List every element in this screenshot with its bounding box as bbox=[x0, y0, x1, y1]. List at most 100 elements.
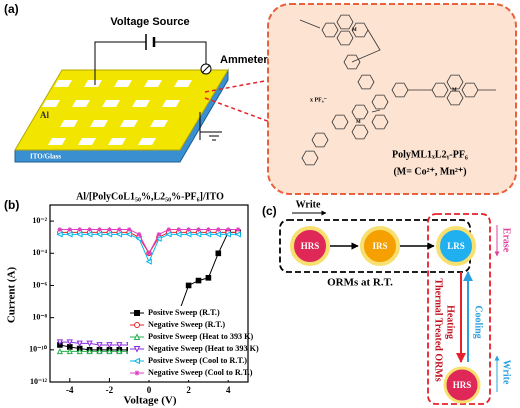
legend-label: Negative Sweep (R.T.) bbox=[148, 320, 225, 329]
data-point bbox=[145, 258, 152, 265]
data-point bbox=[235, 227, 241, 232]
data-point bbox=[67, 227, 73, 232]
chart-title: Al/[PolyCoL1₅₀%,L2₅₀%-PF₆]/ITO bbox=[76, 191, 224, 202]
substrate-label: ITO/Glass bbox=[30, 153, 61, 161]
electrode-pads bbox=[42, 80, 192, 145]
data-point bbox=[125, 231, 132, 238]
data-point bbox=[56, 339, 64, 346]
data-point bbox=[76, 340, 83, 347]
erase-label: Erase bbox=[501, 228, 512, 253]
ammeter-label: Ammeter bbox=[220, 54, 268, 66]
panel-b: (b) Al/[PolyCoL1₅₀%,L2₅₀%-PF₆]/ITO Curre… bbox=[4, 191, 259, 406]
data-point bbox=[86, 340, 93, 347]
panel-label: (c) bbox=[262, 204, 277, 218]
data-point bbox=[96, 347, 103, 355]
data-point bbox=[224, 231, 231, 238]
data-point bbox=[146, 250, 152, 256]
data-point bbox=[117, 227, 122, 232]
data-point bbox=[76, 231, 83, 238]
legend-label: Negative Sweep (Cool to R.T.) bbox=[148, 368, 253, 377]
data-point bbox=[86, 347, 93, 355]
data-point bbox=[206, 227, 211, 232]
data-point bbox=[156, 232, 162, 237]
data-point bbox=[195, 277, 202, 284]
data-point bbox=[116, 347, 123, 355]
svg-text:M: M bbox=[452, 88, 457, 93]
data-point bbox=[136, 232, 142, 237]
state-node bbox=[360, 226, 400, 266]
series-line bbox=[59, 233, 239, 263]
data-point bbox=[204, 231, 212, 238]
state-node bbox=[436, 226, 476, 266]
data-point bbox=[126, 227, 132, 232]
panel-a: (a) Al ITO/Glass Voltage Source Ammeter bbox=[4, 2, 517, 195]
state-node bbox=[290, 226, 330, 266]
data-point bbox=[225, 227, 231, 232]
group-box bbox=[427, 213, 491, 405]
legend-label: Positve Sweep (Heat to 393 K) bbox=[148, 332, 254, 341]
legend-label: Positve Sweep (R.T.) bbox=[148, 308, 220, 317]
state-label: LRS bbox=[447, 241, 465, 251]
legend-marker bbox=[134, 370, 140, 376]
chemical-structure: M M M bbox=[299, 14, 496, 166]
state-label: HRS bbox=[453, 380, 472, 390]
series-line bbox=[59, 231, 239, 255]
data-point bbox=[66, 231, 73, 238]
data-point bbox=[105, 231, 113, 238]
state-node bbox=[443, 366, 481, 404]
data-point bbox=[57, 227, 63, 232]
data-point bbox=[76, 347, 83, 355]
y-tick-label: 10⁻¹⁰ bbox=[29, 345, 48, 354]
metals-label: (M= Co²⁺, Mn²⁺) bbox=[393, 166, 466, 177]
panel-label: (a) bbox=[4, 2, 19, 16]
legend-marker bbox=[134, 322, 141, 328]
data-point bbox=[205, 274, 212, 281]
y-tick-label: 10⁻² bbox=[32, 216, 47, 225]
data-point bbox=[234, 231, 241, 238]
caption: ORMs at R.T. bbox=[327, 277, 393, 289]
state-label: IRS bbox=[372, 241, 387, 251]
y-axis-label: Current (A) bbox=[6, 267, 18, 324]
state-label: HRS bbox=[301, 241, 320, 251]
data-point bbox=[77, 227, 82, 232]
data-point bbox=[97, 227, 102, 232]
callout-line bbox=[204, 97, 271, 123]
data-point bbox=[87, 227, 92, 232]
data-point bbox=[107, 227, 112, 232]
legend-marker bbox=[133, 357, 140, 365]
legend-box bbox=[128, 306, 246, 380]
data-point bbox=[56, 231, 63, 238]
x-axis-label: Voltage (V) bbox=[123, 395, 176, 407]
data-point bbox=[66, 347, 73, 355]
data-point bbox=[216, 227, 221, 232]
series-line bbox=[59, 229, 239, 255]
data-point bbox=[195, 231, 202, 238]
svg-text:M: M bbox=[356, 120, 361, 125]
data-point bbox=[175, 231, 182, 238]
y-tick-label: 10⁻⁴ bbox=[32, 248, 47, 257]
data-point bbox=[196, 227, 201, 232]
data-point bbox=[116, 342, 123, 349]
data-point bbox=[166, 227, 172, 232]
ground bbox=[199, 112, 222, 141]
y-tick-label: 10⁻⁸ bbox=[32, 312, 47, 321]
data-point bbox=[96, 231, 103, 238]
legend-marker bbox=[133, 333, 141, 340]
heating-label: Heating bbox=[445, 305, 456, 339]
data-point bbox=[165, 231, 172, 238]
structure-box bbox=[267, 3, 517, 195]
data-point bbox=[185, 231, 192, 238]
electrode-layer bbox=[14, 69, 229, 151]
legend-marker bbox=[133, 346, 141, 353]
write-side-label: Write bbox=[501, 360, 512, 385]
data-point bbox=[66, 339, 73, 346]
electrode-label: Al bbox=[40, 110, 49, 120]
write-label: Write bbox=[296, 199, 321, 210]
data-point bbox=[56, 347, 64, 355]
voltage-source-label: Voltage Source bbox=[110, 16, 189, 28]
legend-label: Positve Sweep (Cool to R.T.) bbox=[148, 356, 247, 365]
x-tick-label: 0 bbox=[147, 385, 152, 395]
ammeter-symbol bbox=[201, 64, 211, 74]
data-point bbox=[115, 231, 123, 238]
